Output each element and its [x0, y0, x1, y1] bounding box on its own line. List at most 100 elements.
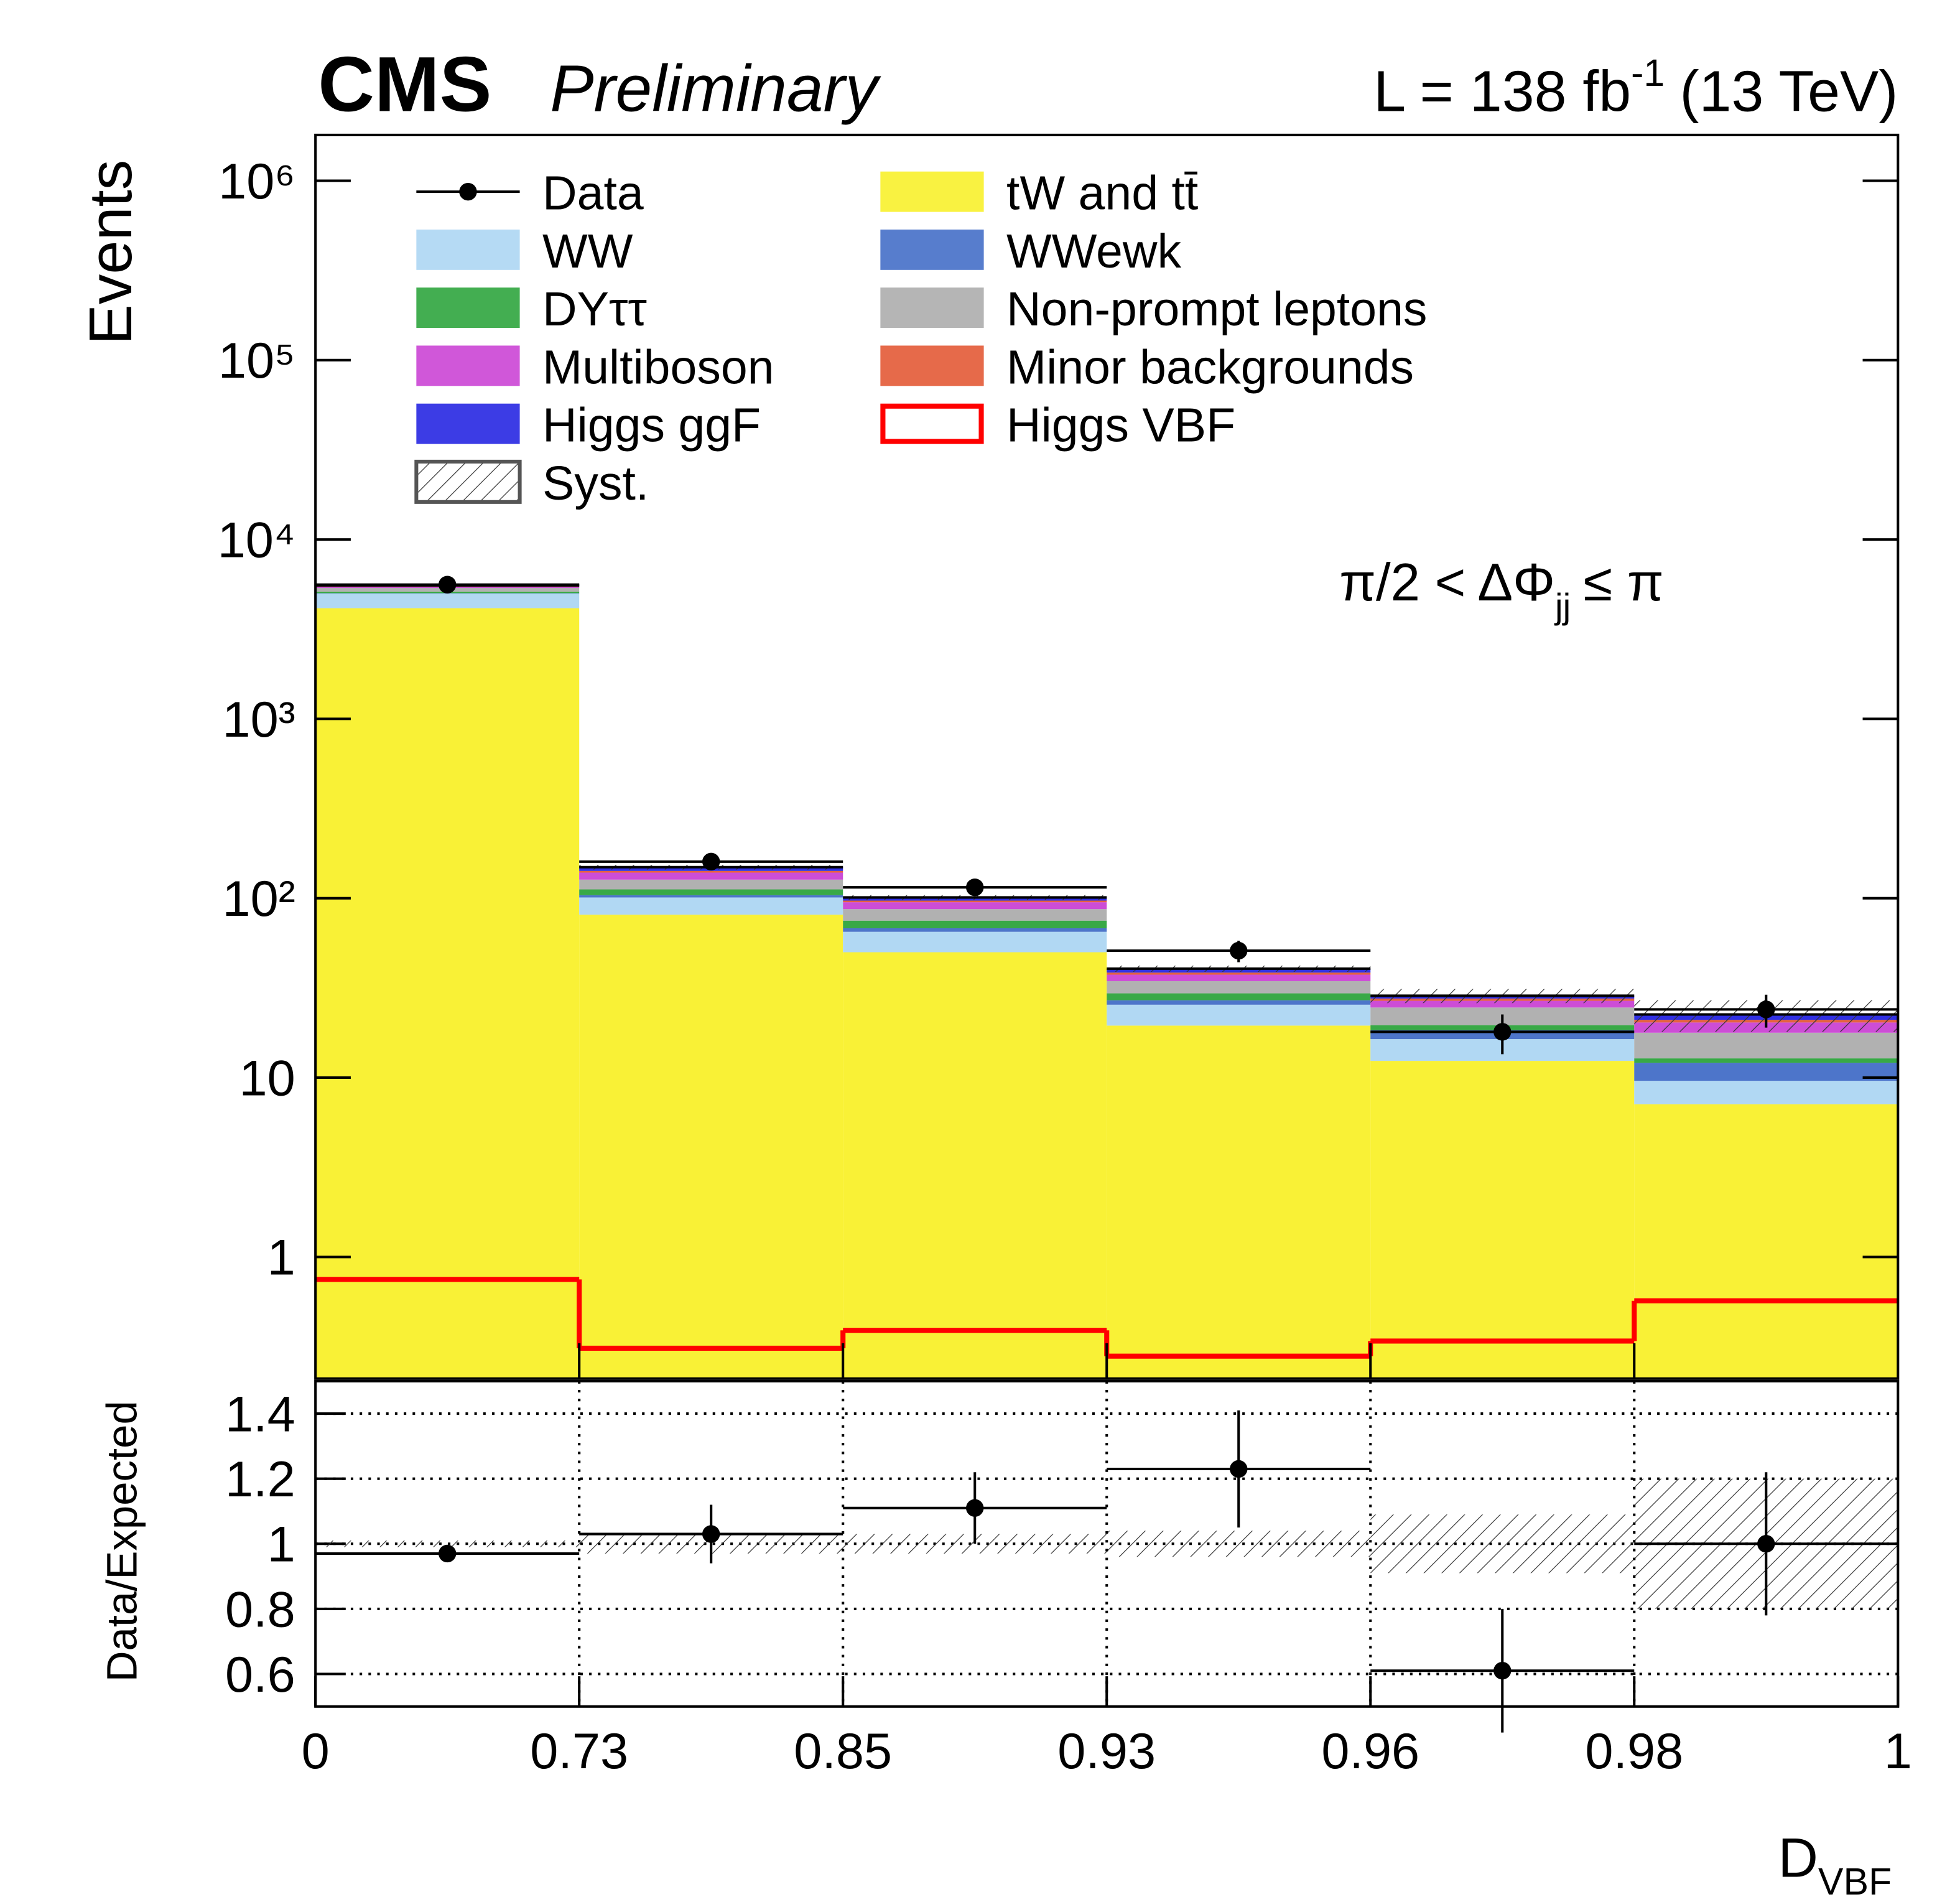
experiment: CMS	[318, 40, 491, 128]
annotation-text: π/2 < ΔΦ	[1339, 553, 1555, 612]
stack-bar	[843, 928, 1107, 932]
legend-swatch	[880, 345, 984, 386]
legend-swatch	[880, 403, 984, 444]
stack-bar	[1107, 981, 1371, 994]
y-tick-label: 0.8	[225, 1582, 295, 1638]
y-tick-label: 1.4	[225, 1386, 295, 1442]
legend-label: WWewk	[1006, 225, 1181, 278]
legend-label: Minor backgrounds	[1006, 340, 1414, 394]
stack-bar	[1107, 972, 1371, 975]
ratio-point	[1757, 1535, 1775, 1553]
legend-label: Multiboson	[542, 340, 774, 394]
stack-bar	[1634, 1063, 1898, 1081]
stack-bar	[1370, 1000, 1635, 1008]
data-point	[966, 879, 984, 897]
lumi-suffix: (13 TeV)	[1680, 58, 1898, 123]
ratio-syst-band	[315, 1541, 580, 1547]
data-point	[438, 576, 457, 594]
legend-label: DYττ	[542, 282, 647, 336]
x-tick-label: 0.73	[530, 1723, 628, 1779]
legend-label: tW and tt̄	[1006, 167, 1198, 220]
legend-label: Data	[542, 167, 644, 220]
lumi-exponent: -1	[1631, 52, 1665, 94]
y-tick-label: 10⁴	[218, 512, 295, 568]
stack-bar	[1634, 1058, 1898, 1063]
annotation: π/2 < ΔΦjj ≤ π	[1339, 553, 1663, 626]
ratio-point	[1493, 1662, 1512, 1680]
legend-label: Non-prompt leptons	[1006, 282, 1427, 336]
annotation-rest: ≤ π	[1584, 553, 1664, 612]
stack-bar	[579, 915, 843, 1379]
ratio-point	[966, 1499, 984, 1517]
stack-bar	[843, 952, 1107, 1379]
y-tick-label: 1	[267, 1517, 295, 1573]
ratio-syst-band	[1370, 1514, 1635, 1573]
ratio-point	[1230, 1460, 1248, 1478]
x-axis-label-main: D	[1778, 1826, 1818, 1888]
stack-bar	[843, 909, 1107, 921]
ratio-point	[438, 1544, 457, 1563]
legend-label: WW	[542, 225, 633, 278]
legend-label: Higgs VBF	[1006, 399, 1235, 452]
stack-bar	[1634, 1032, 1898, 1059]
y-tick-label: 1	[267, 1230, 295, 1286]
data-point	[1757, 1000, 1775, 1019]
legend-swatch	[416, 229, 520, 270]
stack-bar	[579, 889, 843, 895]
y-tick-label: 10³	[223, 692, 295, 748]
x-tick-label: 0	[302, 1723, 330, 1779]
stack-bar	[579, 870, 843, 873]
x-tick-label: 0.93	[1057, 1723, 1156, 1779]
stack-bar	[579, 895, 843, 898]
x-tick-label: 0.85	[794, 1723, 892, 1779]
stack-bar	[1107, 974, 1371, 981]
y-tick-label: 0.6	[225, 1647, 295, 1703]
stack-bar	[843, 902, 1107, 910]
data-point	[1230, 941, 1248, 960]
legend-swatch	[880, 229, 984, 270]
y-tick-label: 1.2	[225, 1452, 295, 1508]
y-axis-label: Events	[77, 160, 144, 345]
x-axis-label-sub: VBF	[1818, 1860, 1892, 1902]
lumi-prefix: L = 138 fb	[1373, 58, 1631, 123]
legend-swatch	[416, 287, 520, 329]
stack-bar	[843, 931, 1107, 953]
legend-syst-swatch	[414, 459, 522, 504]
stack-bar	[1107, 1004, 1371, 1026]
stack-bar	[579, 879, 843, 890]
legend-swatch	[416, 345, 520, 386]
legend-swatch	[880, 171, 984, 212]
stack-bar	[315, 608, 580, 1379]
stack-bar	[579, 897, 843, 915]
ratio-syst-band	[1107, 1531, 1371, 1557]
legend-data-marker	[459, 182, 477, 201]
stack-bar	[1634, 1081, 1898, 1104]
legend-swatch	[880, 287, 984, 329]
stack-bar	[1370, 1061, 1635, 1379]
x-tick-label: 0.96	[1321, 1723, 1419, 1779]
ratio-y-axis-label: Data/Expected	[98, 1401, 146, 1682]
stack-bar	[843, 920, 1107, 928]
stack-bar	[1107, 993, 1371, 1000]
legend-swatch	[416, 403, 520, 444]
stack-bar	[579, 872, 843, 880]
stack-bar	[1107, 1000, 1371, 1005]
stack-bar	[315, 593, 580, 608]
stack-bar	[1107, 1025, 1371, 1379]
y-tick-label: 10⁶	[218, 154, 295, 210]
x-tick-label: 1	[1884, 1723, 1912, 1779]
data-point	[1493, 1023, 1512, 1041]
lumi: L = 138 fb-1 (13 TeV)	[1373, 52, 1898, 124]
y-tick-label: 10²	[223, 871, 295, 927]
y-tick-label: 10	[239, 1050, 295, 1106]
stack-bar	[843, 900, 1107, 903]
legend-label: Higgs ggF	[542, 399, 761, 452]
y-tick-label: 10⁵	[218, 333, 295, 389]
stack-bar	[1634, 1104, 1898, 1379]
legend-label: Syst.	[542, 457, 649, 510]
x-tick-label: 0.98	[1585, 1723, 1683, 1779]
